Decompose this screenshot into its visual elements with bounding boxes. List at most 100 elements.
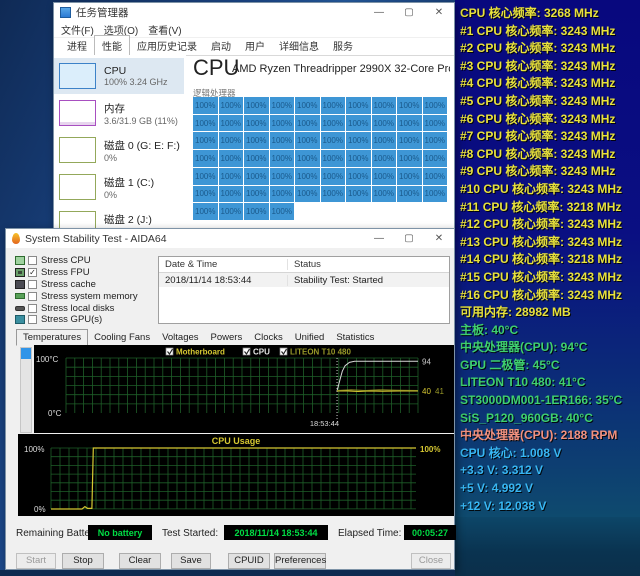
clear-button[interactable]: Clear <box>119 553 161 569</box>
sensor-line-5: #5 CPU 核心频率: 3243 MHz <box>460 93 616 108</box>
svg-text:CPU Usage: CPU Usage <box>212 436 261 446</box>
menu-item-0[interactable]: 文件(F) <box>61 26 94 37</box>
tab-4[interactable]: 用户 <box>245 42 265 53</box>
tab-cooling-fans[interactable]: Cooling Fans <box>94 332 151 343</box>
cpu-core-cell: 100% <box>244 203 269 220</box>
sensor-line-13: #13 CPU 核心频率: 3243 MHz <box>460 234 623 249</box>
cpuid-button[interactable]: CPUID <box>228 553 270 569</box>
tab-voltages[interactable]: Voltages <box>162 332 199 343</box>
tab-2[interactable]: 应用历史记录 <box>137 42 197 53</box>
sidebar-item-text: 内存 3.6/31.9 GB (11%) <box>104 101 178 126</box>
stress-checkbox[interactable]: ✓ <box>28 268 37 278</box>
stress-row-0: Stress CPU <box>15 255 138 267</box>
sidebar-item-title: 内存 <box>104 102 125 115</box>
cpu-core-cell: 100% <box>244 132 269 150</box>
cpu-core-cell: 100% <box>397 150 422 167</box>
stress-label: Stress local disks <box>41 302 115 314</box>
aida64-titlebar: System Stability Test - AIDA64 — ▢ ✕ <box>6 229 454 248</box>
stress-checkbox[interactable] <box>28 315 37 325</box>
cpu-core-cell: 100% <box>371 150 396 167</box>
cpu-core-cell: 100% <box>193 150 218 167</box>
tab-0[interactable]: 进程 <box>67 42 87 53</box>
sensor-osd-panel: CPU 核心频率: 3268 MHz #1 CPU 核心频率: 3243 MHz #… <box>455 0 640 517</box>
close-icon[interactable]: ✕ <box>434 233 444 244</box>
tab-1[interactable]: 性能 <box>94 35 130 56</box>
close-button[interactable]: Close <box>411 553 451 569</box>
desktop-background <box>0 570 455 576</box>
window-controls: — ▢ ✕ <box>364 3 454 22</box>
maximize-icon[interactable]: ▢ <box>404 233 414 244</box>
tab-statistics[interactable]: Statistics <box>336 332 375 343</box>
sidebar-item-0[interactable]: CPU 100% 3.24 GHz <box>54 58 184 94</box>
sidebar-item-text: CPU 100% 3.24 GHz <box>104 65 168 87</box>
cpu-core-cell: 100% <box>269 203 294 220</box>
maximize-icon[interactable]: ▢ <box>404 7 414 18</box>
status-value-2: 00:05:27 <box>404 525 456 540</box>
tab-6[interactable]: 服务 <box>333 42 353 53</box>
cpu-core-cell: 100% <box>295 132 320 150</box>
stop-button[interactable]: Stop <box>62 553 104 569</box>
cpu-core-cell: 100% <box>295 167 320 185</box>
cpu-core-cell: 100% <box>371 132 396 150</box>
save-button[interactable]: Save <box>171 553 211 569</box>
sidebar-item-3[interactable]: 磁盘 1 (C:) 0% <box>54 169 184 205</box>
stress-row-4: Stress local disks <box>15 302 138 314</box>
cpu-core-cell: 100% <box>269 167 294 185</box>
legend-checkbox-0[interactable]: Motherboard <box>165 348 225 357</box>
svg-text:0°C: 0°C <box>48 409 62 418</box>
tab-powers[interactable]: Powers <box>210 332 243 343</box>
sidebar-item-title: CPU <box>104 65 127 77</box>
event-table-row[interactable]: 2018/11/14 18:53:44 Stability Test: Start… <box>159 273 449 287</box>
sidebar-item-1[interactable]: 内存 3.6/31.9 GB (11%) <box>54 95 184 131</box>
sidebar-item-title: 磁盘 2 (J:) <box>104 213 152 226</box>
legend-checkbox-2[interactable]: LITEON T10 480 <box>279 348 351 357</box>
stress-row-2: Stress cache <box>15 279 138 291</box>
sidebar-item-sub: 0% <box>104 189 118 200</box>
close-icon[interactable]: ✕ <box>434 7 444 18</box>
preferences-button[interactable]: Preferences <box>274 553 326 569</box>
svg-text:100%: 100% <box>24 445 44 454</box>
svg-text:CPU: CPU <box>253 348 270 357</box>
cpu-core-cell: 100% <box>422 185 447 203</box>
task-manager-sidebar: CPU 100% 3.24 GHz 内存 3.6/31.9 GB (11%) 磁盘 0 … <box>54 55 186 237</box>
tab-3[interactable]: 启动 <box>211 42 231 53</box>
sidebar-item-sub: 0% <box>104 152 118 163</box>
sidebar-item-sub: 3.6/31.9 GB (11%) <box>104 115 178 126</box>
cpu-core-cell: 100% <box>295 97 320 114</box>
slider-thumb[interactable] <box>21 348 31 359</box>
stress-checkbox[interactable] <box>28 256 37 266</box>
cache-icon <box>15 279 25 289</box>
sensor-line-18: 主板: 40°C <box>460 322 519 337</box>
stress-checkbox[interactable] <box>28 291 37 301</box>
minimize-icon[interactable]: — <box>374 7 384 18</box>
stress-checkbox[interactable] <box>28 303 37 313</box>
task-manager-tabs: 进程 性能 应用历史记录 启动 用户 详细信息 服务 <box>54 35 454 56</box>
cpu-core-cell: 100% <box>193 203 218 220</box>
cpu-core-cell: 100% <box>397 132 422 150</box>
cpu-panel-title: CPU <box>193 55 240 80</box>
menu-item-1[interactable]: 选项(O) <box>103 26 139 37</box>
chart-scale-slider[interactable] <box>20 347 32 433</box>
task-manager-menubar: 文件(F) 选项(O) 查看(V) <box>54 22 454 38</box>
sensor-line-22: ST3000DM001-1ER166: 35°C <box>460 393 623 408</box>
event-status: Stability Test: Started <box>294 274 384 286</box>
cpu-core-cell: 100% <box>320 185 345 203</box>
legend-checkbox-1[interactable]: CPU <box>242 348 270 357</box>
disk-thumbnail <box>59 174 96 200</box>
menu-item-2[interactable]: 查看(V) <box>148 26 182 37</box>
tab-unified[interactable]: Unified <box>294 332 325 343</box>
aida64-tabs: Temperatures Cooling Fans Voltages Powers Cl… <box>16 329 446 346</box>
start-button[interactable]: Start <box>16 553 56 569</box>
sensor-line-6: #6 CPU 核心频率: 3243 MHz <box>460 111 616 126</box>
sidebar-item-2[interactable]: 磁盘 0 (G: E: F:) 0% <box>54 132 184 168</box>
tab-clocks[interactable]: Clocks <box>254 332 283 343</box>
cpu-core-cell: 100% <box>371 97 396 114</box>
minimize-icon[interactable]: — <box>374 233 384 244</box>
stress-checkbox[interactable] <box>28 279 37 289</box>
tab-5[interactable]: 详细信息 <box>279 42 319 53</box>
cpu-core-cell: 100% <box>269 97 294 114</box>
window-controls: — ▢ ✕ <box>364 229 454 248</box>
status-value-1: 2018/11/14 18:53:44 <box>224 525 328 540</box>
tab-temperatures[interactable]: Temperatures <box>16 329 89 346</box>
